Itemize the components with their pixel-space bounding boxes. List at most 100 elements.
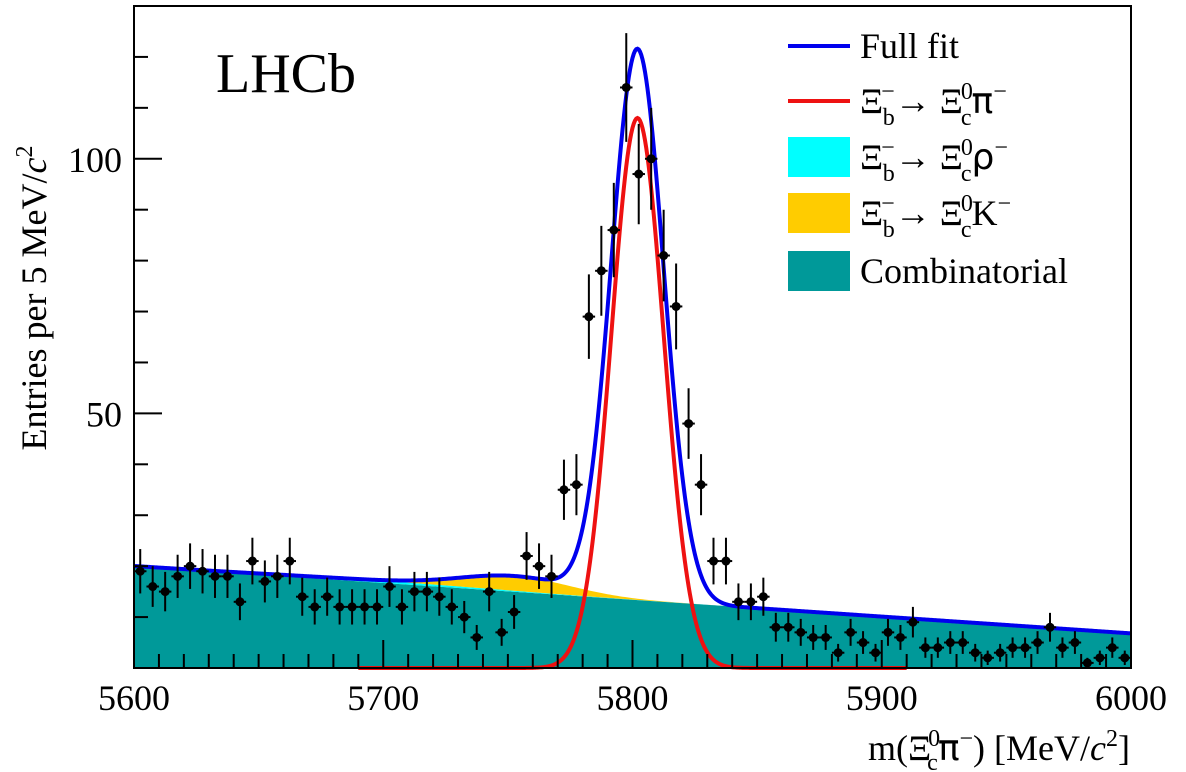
data-point: [869, 643, 882, 662]
data-point: [532, 543, 546, 589]
y-axis-label: Entries per 5 MeV/c2: [12, 146, 54, 451]
data-point: [1106, 637, 1119, 658]
data-point: [1006, 637, 1019, 658]
data-point: [296, 577, 309, 616]
data-point: [1031, 631, 1044, 654]
y-tick-label: 50: [86, 394, 122, 434]
data-point-marker: [173, 571, 183, 581]
data-point-marker: [709, 556, 719, 566]
data-point: [433, 577, 446, 616]
data-point-marker: [571, 480, 581, 490]
data-point: [183, 543, 197, 589]
data-point: [944, 631, 957, 654]
data-point: [1093, 650, 1107, 666]
data-point: [732, 583, 745, 621]
data-point-marker: [198, 566, 208, 576]
data-point-marker: [522, 551, 532, 561]
legend-item-comb: Combinatorial: [788, 251, 1068, 291]
data-point: [919, 637, 932, 658]
data-point-marker: [1082, 658, 1092, 668]
data-point-marker: [497, 627, 507, 637]
data-point-marker: [409, 587, 419, 597]
data-point-marker: [659, 251, 669, 261]
data-point-marker: [621, 82, 631, 92]
data-point-marker: [1070, 638, 1080, 648]
data-point-marker: [758, 592, 768, 602]
data-point: [1081, 657, 1094, 668]
data-point: [208, 554, 222, 598]
data-point: [570, 454, 583, 516]
legend-label: Ξ− b→ Ξ0 cρ−: [860, 135, 1008, 187]
legend-label: Ξ− b→ Ξ0 cπ−: [860, 79, 1007, 131]
data-point-marker: [783, 622, 793, 632]
data-point-marker: [821, 632, 831, 642]
data-point-marker: [995, 648, 1005, 658]
data-point: [271, 554, 284, 598]
data-point-marker: [272, 571, 282, 581]
data-point-marker: [920, 643, 930, 653]
data-point: [408, 571, 421, 612]
data-point: [669, 263, 683, 350]
data-point-marker: [509, 607, 519, 617]
data-point-marker: [422, 587, 432, 597]
data-point: [370, 589, 384, 625]
data-point: [881, 618, 895, 646]
data-point-marker: [733, 597, 743, 607]
data-point: [395, 589, 409, 625]
data-point: [1018, 637, 1032, 658]
data-point: [831, 643, 845, 662]
data-point: [632, 123, 645, 225]
rho-background-area: [134, 565, 1131, 634]
data-point: [620, 33, 633, 142]
data-point: [582, 274, 596, 359]
data-point-marker: [447, 602, 457, 612]
data-point-marker: [1120, 653, 1130, 663]
data-point-marker: [945, 638, 955, 648]
data-point-marker: [222, 571, 232, 581]
x-axis-label: m(Ξ0 cπ−) [MeV/c2]: [868, 726, 1130, 772]
legend-label: Full fit: [860, 26, 959, 66]
data-point-marker: [970, 648, 980, 658]
full-fit-curve: [133, 46, 1132, 636]
data-point-marker: [771, 622, 781, 632]
data-point-marker: [160, 587, 170, 597]
data-point: [1043, 612, 1057, 642]
data-point: [607, 182, 621, 278]
data-point: [968, 643, 982, 662]
data-point: [458, 600, 471, 634]
data-point: [507, 595, 521, 629]
data-point-marker: [322, 592, 332, 602]
data-point-marker: [858, 638, 868, 648]
data-point: [856, 631, 870, 654]
x-tick-label: 5800: [597, 678, 669, 718]
data-point-marker: [609, 225, 619, 235]
data-point-marker: [434, 592, 444, 602]
data-point-marker: [796, 627, 806, 637]
data-point: [258, 560, 272, 603]
data-point: [595, 225, 608, 316]
data-point-marker: [384, 582, 394, 592]
data-point-marker: [846, 627, 856, 637]
data-point: [495, 618, 508, 646]
data-point-marker: [347, 602, 357, 612]
data-point: [769, 612, 783, 642]
data-point: [134, 549, 147, 594]
data-point-marker: [335, 602, 345, 612]
legend-swatch: [788, 137, 850, 177]
data-point: [1068, 631, 1082, 654]
data-point: [757, 577, 770, 616]
x-tick-label: 6000: [1095, 678, 1167, 718]
data-point: [1056, 637, 1069, 658]
data-point-marker: [584, 312, 594, 322]
data-point: [707, 537, 720, 585]
data-point: [794, 618, 807, 646]
legend-label: Combinatorial: [860, 251, 1068, 291]
data-point: [719, 537, 733, 585]
data-point-marker: [684, 419, 694, 429]
data-point: [470, 624, 483, 650]
legend-item-kaon: Ξ− b→ Ξ0 cK−: [788, 191, 1011, 243]
data-point-marker: [871, 648, 881, 658]
data-point: [221, 554, 234, 598]
data-point: [545, 554, 558, 598]
